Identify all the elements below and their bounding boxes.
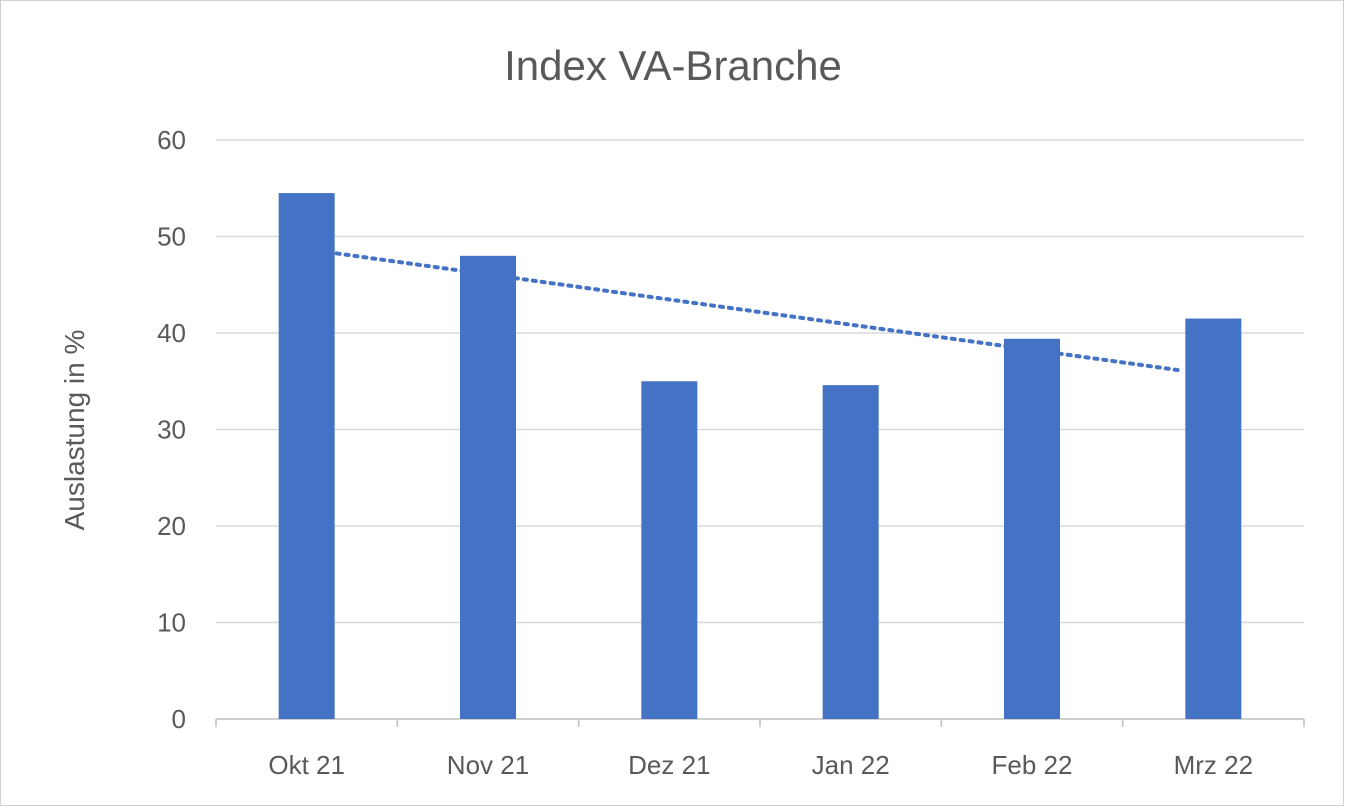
chart-title: Index VA-Branche (504, 42, 842, 89)
x-tick-label: Dez 21 (628, 750, 710, 780)
y-axis-ticks: 0 10 20 30 40 50 60 (157, 125, 186, 734)
x-axis-ticks: Okt 21 Nov 21 Dez 21 Jan 22 Feb 22 Mrz 22 (268, 750, 1253, 780)
trendline-group (334, 251, 1186, 373)
y-tick-label: 60 (157, 125, 186, 155)
x-tick-label: Okt 21 (268, 750, 345, 780)
y-tick-label: 0 (172, 704, 186, 734)
x-tick-label: Nov 21 (447, 750, 529, 780)
x-tick-label: Mrz 22 (1174, 750, 1253, 780)
x-tick-label: Jan 22 (812, 750, 890, 780)
y-tick-label: 40 (157, 318, 186, 348)
bar (1004, 338, 1060, 719)
bar (641, 381, 698, 719)
bar (278, 193, 335, 719)
y-tick-label: 20 (157, 511, 186, 541)
bars (278, 193, 1242, 720)
bar (460, 255, 516, 720)
bar (822, 385, 879, 719)
y-tick-label: 30 (157, 415, 186, 445)
bar (1185, 318, 1242, 719)
y-tick-label: 50 (157, 222, 186, 252)
gridlines (215, 139, 1305, 727)
y-axis-title: Auslastung in % (59, 330, 90, 531)
trendline (334, 251, 1186, 373)
x-tick-label: Feb 22 (992, 750, 1073, 780)
y-tick-label: 10 (157, 608, 186, 638)
